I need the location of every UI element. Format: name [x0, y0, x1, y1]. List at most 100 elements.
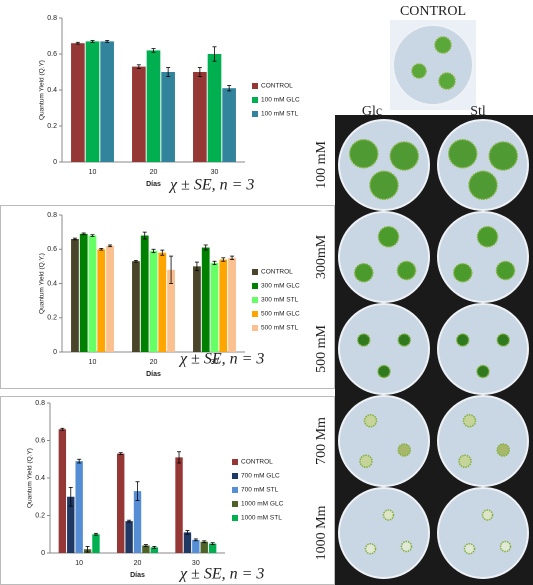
legend-label: CONTROL: [261, 269, 293, 276]
legend-label: CONTROL: [241, 459, 273, 466]
bar: [202, 248, 210, 352]
y-axis-label: Quantum Yield (Q.Y): [39, 60, 46, 120]
colony: [497, 334, 509, 346]
row-label: 100 mM: [314, 141, 329, 189]
bar: [92, 534, 99, 553]
photo-title: CONTROL: [400, 4, 466, 19]
bar: [59, 429, 66, 553]
colony: [379, 227, 399, 247]
colony: [350, 140, 378, 168]
bar: [150, 251, 158, 352]
colony: [435, 37, 451, 53]
x-tick-label: 20: [134, 560, 142, 567]
bar: [97, 249, 105, 352]
bar: [125, 521, 132, 553]
bar: [161, 72, 175, 162]
page: {"chart_data": [ {"type": "bar", "y_labe…: [0, 0, 533, 585]
legend-swatch: [252, 111, 258, 117]
y-tick-label: 0: [41, 550, 45, 557]
petri-dish: [438, 304, 528, 394]
x-axis-label: Días: [146, 181, 161, 188]
bar: [211, 263, 219, 352]
y-tick-label: 0.6: [47, 246, 57, 253]
colony: [398, 444, 410, 456]
legend-label: 1000 mM STL: [241, 515, 282, 522]
legend-label: 700 mM GLC: [241, 473, 280, 480]
colony: [378, 366, 390, 378]
colony: [465, 544, 475, 554]
colony: [370, 171, 398, 199]
legend-label: 1000 mM GLC: [241, 501, 284, 508]
row-label: 700 Mm: [314, 417, 329, 465]
colony: [366, 544, 376, 554]
colony: [497, 262, 515, 280]
colony: [457, 334, 469, 346]
legend-label: 100 mM GLC: [261, 97, 300, 104]
colony: [439, 73, 455, 89]
bar: [71, 239, 79, 352]
row-label: 1000 Mm: [314, 505, 329, 560]
x-tick-label: 20: [150, 169, 158, 176]
bar: [184, 532, 191, 553]
colony: [398, 334, 410, 346]
bar: [228, 258, 236, 352]
colony: [489, 142, 517, 170]
y-tick-label: 0.8: [47, 15, 57, 22]
annotation: χ ± SE, n = 3: [178, 351, 264, 368]
petri-dish: [339, 488, 429, 578]
petri-dish: [438, 396, 528, 486]
petri-dish: [339, 304, 429, 394]
legend-label: 700 mM STL: [241, 487, 279, 494]
column-label: Stl: [470, 104, 486, 119]
y-axis-label: Quantum Yield (Q.Y): [27, 448, 34, 508]
colony: [454, 264, 472, 282]
petri-dish: [438, 488, 528, 578]
colony: [355, 264, 373, 282]
legend-swatch: [252, 269, 258, 275]
y-tick-label: 0.4: [35, 475, 45, 482]
legend-label: CONTROL: [261, 83, 293, 90]
bar: [158, 253, 166, 352]
x-tick-label: 30: [211, 359, 219, 366]
colony: [449, 140, 477, 168]
bar: [201, 542, 208, 553]
x-tick-label: 20: [150, 359, 158, 366]
row-label: 300mM: [314, 234, 329, 279]
x-axis-label: Días: [130, 572, 145, 579]
y-tick-label: 0: [53, 349, 57, 356]
petri-dish: [393, 25, 473, 105]
legend-swatch: [252, 297, 258, 303]
y-tick-label: 0.4: [47, 280, 57, 287]
colony: [402, 542, 412, 552]
legend-swatch: [232, 515, 238, 521]
bar: [106, 246, 114, 352]
x-tick-label: 30: [211, 169, 219, 176]
bar: [89, 236, 97, 352]
x-tick-label: 10: [89, 169, 97, 176]
y-tick-label: 0.6: [35, 437, 45, 444]
petri-dish: [438, 212, 528, 302]
bar: [117, 454, 124, 553]
figure: 0 0.2 0.4 0.6 0.8 Quantum Yield (Q.Y) Días χ ± …: [0, 0, 533, 585]
colony: [390, 142, 418, 170]
colony: [497, 444, 509, 456]
bar: [219, 260, 227, 352]
y-tick-label: 0.2: [47, 315, 57, 322]
colony: [477, 366, 489, 378]
bar: [75, 461, 82, 553]
legend-label: 300 mM STL: [261, 297, 299, 304]
colony: [365, 415, 377, 427]
legend-swatch: [252, 283, 258, 289]
legend-swatch: [252, 97, 258, 103]
legend-swatch: [252, 311, 258, 317]
legend-label: 300 mM GLC: [261, 283, 300, 290]
colony: [469, 171, 497, 199]
legend-swatch: [232, 501, 238, 507]
colony: [501, 542, 511, 552]
x-axis-label: Días: [146, 371, 161, 378]
bar: [132, 261, 140, 352]
x-tick-label: 10: [75, 560, 83, 567]
y-tick-label: 0.8: [47, 212, 57, 219]
y-tick-label: 0.6: [47, 51, 57, 58]
bar: [222, 88, 236, 162]
